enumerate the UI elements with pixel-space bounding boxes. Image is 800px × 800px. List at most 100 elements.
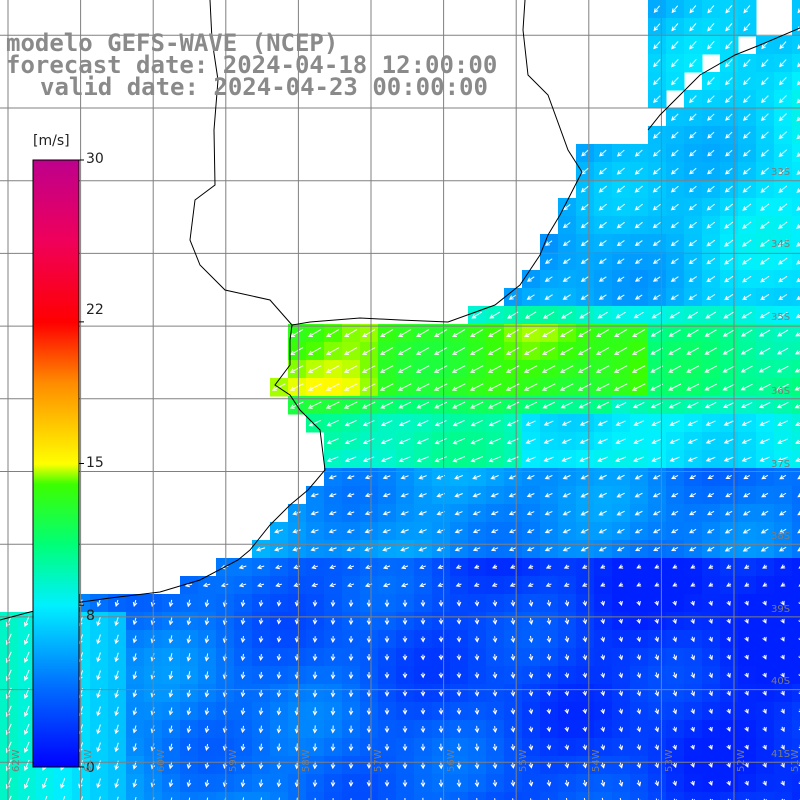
wind-arrow-head (258, 746, 264, 752)
wind-arrow-head (526, 277, 532, 282)
wind-arrow (653, 41, 661, 49)
wind-arrow (563, 258, 571, 264)
colorbar-slice (33, 224, 79, 226)
wind-arrow-head (600, 564, 606, 569)
colorbar-slice (33, 203, 79, 205)
wind-arrow-head (634, 241, 640, 247)
wind-arrow-head (474, 782, 480, 788)
wind-arrow-head (525, 421, 531, 426)
wind-arrow (6, 705, 12, 717)
colorbar-slice (33, 659, 79, 661)
wind-arrow-head (366, 710, 372, 716)
wind-arrow-head (708, 600, 713, 607)
wind-arrow-head (474, 637, 480, 643)
colorbar-slice (33, 586, 79, 588)
wind-arrow-head (595, 368, 601, 373)
colorbar-slice (33, 744, 79, 746)
colorbar-slice (33, 497, 79, 499)
colorbar-slice (33, 679, 79, 681)
colorbar-slice (33, 488, 79, 490)
wind-arrow (509, 511, 517, 515)
colorbar-slice (33, 566, 79, 568)
colorbar-slice (33, 593, 79, 595)
wind-arrow-head (600, 655, 606, 661)
wind-arrow-head (689, 492, 695, 498)
wind-arrow (670, 438, 680, 444)
colorbar-slice (33, 163, 79, 165)
wind-arrow (6, 777, 12, 789)
wind-arrow-head (636, 673, 642, 679)
colorbar-slice (33, 551, 79, 553)
colorbar-slice (33, 415, 79, 417)
wind-arrow-head (437, 582, 443, 588)
wind-arrow (635, 240, 643, 246)
wind-arrow (617, 258, 625, 264)
wind-arrow (97, 670, 101, 680)
colorbar-slice (33, 399, 79, 401)
wind-arrow (617, 510, 625, 516)
wind-arrow (795, 422, 800, 426)
wind-arrow (524, 329, 538, 337)
wind-arrow (344, 329, 358, 337)
wind-arrow (598, 420, 608, 426)
wind-arrow (596, 329, 610, 337)
colorbar-slice (33, 257, 79, 259)
wind-arrow-head (654, 564, 660, 569)
wind-arrow (725, 41, 733, 49)
wind-arrow-head (330, 674, 336, 680)
wind-arrow-head (132, 728, 138, 734)
wind-arrow-head (598, 529, 604, 534)
wind-arrow-head (541, 350, 547, 355)
colorbar-slice (33, 682, 79, 684)
wind-arrow-head (472, 546, 478, 552)
wind-arrow (671, 492, 679, 498)
wind-arrow (706, 221, 716, 229)
wind-arrow (760, 438, 770, 444)
wind-arrow-head (402, 691, 408, 697)
wind-arrow-head (631, 368, 637, 373)
colorbar-slice (33, 359, 79, 361)
wind-arrow (242, 707, 244, 715)
wind-arrow (671, 510, 679, 516)
wind-arrow-head (760, 98, 766, 104)
wind-arrow-head (672, 745, 677, 751)
wind-arrow-head (690, 727, 695, 733)
wind-arrow (760, 239, 770, 247)
colorbar-slice (33, 615, 79, 617)
wind-arrow (562, 420, 572, 426)
colorbar-slice (33, 499, 79, 501)
wind-arrow-head (382, 528, 388, 534)
wind-arrow (581, 546, 589, 552)
wind-arrow-head (724, 242, 729, 247)
colorbar-slice (33, 749, 79, 751)
wind-arrow-head (653, 8, 659, 14)
wind-arrow (797, 63, 800, 67)
wind-arrow-head (707, 116, 712, 121)
colorbar-slice (33, 373, 79, 375)
wind-arrow-head (307, 350, 313, 355)
wind-arrow (761, 149, 769, 157)
wind-arrow-head (615, 314, 621, 319)
colorbar-slice (33, 291, 79, 293)
colorbar-slice (33, 595, 79, 597)
wind-arrow-head (492, 782, 498, 788)
wind-arrow (473, 511, 481, 515)
colorbar-slice (33, 702, 79, 704)
wind-arrow (725, 23, 733, 31)
wind-arrow (706, 276, 716, 282)
wind-arrow-head (762, 564, 768, 569)
wind-arrow-head (451, 386, 457, 391)
wind-arrow (260, 743, 262, 751)
wind-arrow-head (722, 368, 728, 373)
wind-arrow-head (616, 152, 622, 157)
wind-arrow-head (760, 529, 766, 534)
wind-arrow (741, 383, 753, 391)
wind-arrow-head (742, 98, 748, 104)
wind-arrow (506, 329, 520, 337)
colorbar-slice (33, 170, 79, 172)
wind-arrow (347, 529, 355, 533)
colorbar-slice (33, 242, 79, 244)
colorbar-slice (33, 272, 79, 274)
colorbar-slice (33, 431, 79, 433)
wind-arrow-head (528, 781, 534, 787)
